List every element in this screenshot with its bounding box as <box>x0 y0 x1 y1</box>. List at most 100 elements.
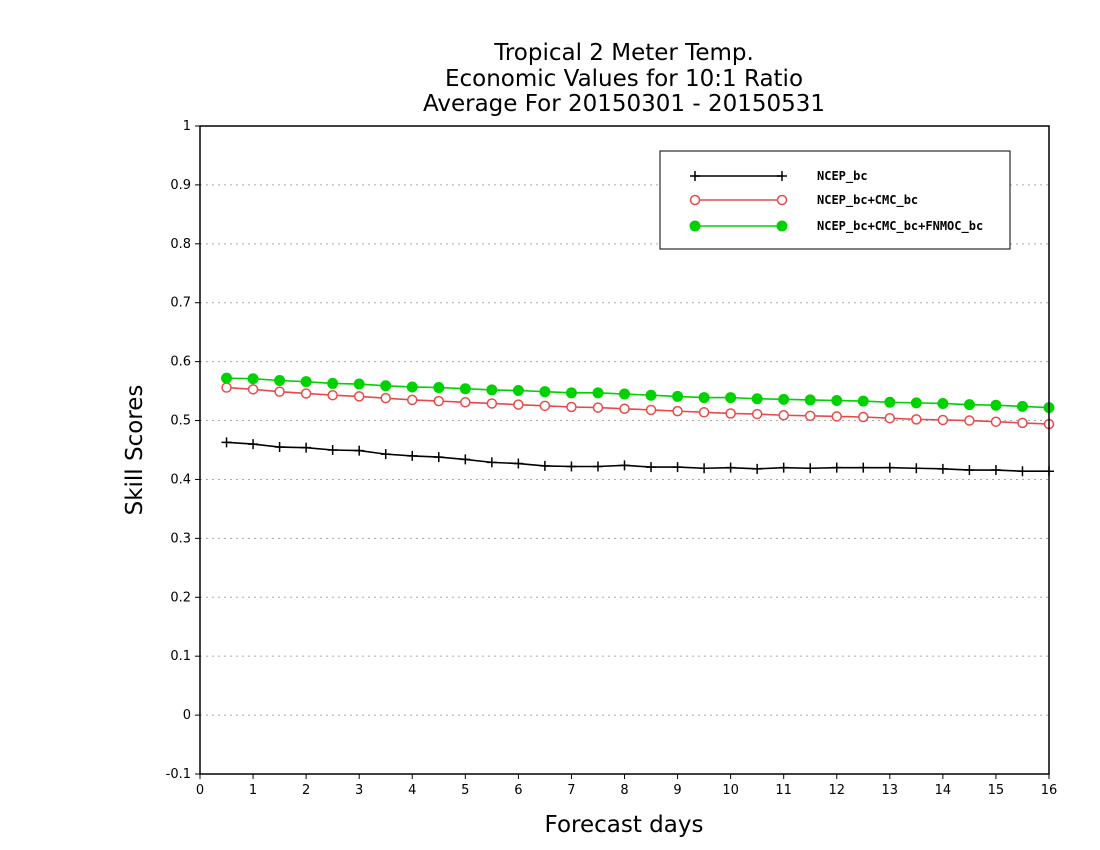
series-3-point <box>433 382 445 394</box>
series-1-point <box>725 462 736 473</box>
series-3-point <box>698 392 710 404</box>
series-1-point <box>911 463 922 474</box>
series-3-point <box>778 393 790 405</box>
series-3-point <box>247 373 259 385</box>
legend-1-point <box>690 171 700 181</box>
series-3-point <box>592 387 604 399</box>
title-line-2: Economic Values for 10:1 Ratio <box>445 66 803 92</box>
series-3-point <box>274 374 286 386</box>
series-1-point <box>486 457 497 468</box>
x-tick-label: 15 <box>988 783 1005 798</box>
series-1-point <box>592 461 603 472</box>
legend-label: NCEP_bc+CMC_bc <box>817 193 918 208</box>
series-1-point <box>884 462 895 473</box>
legend-3-point <box>689 220 701 232</box>
series-3-point <box>221 372 233 384</box>
series-2-line <box>226 386 1050 425</box>
series-2-point <box>672 405 683 417</box>
series-3-point <box>937 397 949 409</box>
series-2-point <box>884 412 896 424</box>
series-1-point <box>301 442 312 453</box>
series-3-point <box>539 386 551 398</box>
series-3-point <box>380 380 392 392</box>
x-tick-label: 2 <box>302 783 310 798</box>
series-2-point <box>247 384 259 395</box>
series-3-point <box>857 395 869 407</box>
series-1-point <box>778 462 789 473</box>
y-tick-label: 0.5 <box>170 414 191 429</box>
series-3-point <box>486 384 498 396</box>
series-1-point <box>646 462 657 473</box>
series-3-point <box>565 387 577 399</box>
series-2-point <box>778 409 789 421</box>
series-2-point <box>1017 417 1028 429</box>
series-2-point <box>937 414 949 426</box>
series-3-point <box>963 399 975 411</box>
series-2-point <box>513 399 524 410</box>
x-tick-label: 8 <box>620 783 628 798</box>
series-3-point <box>300 376 312 388</box>
y-tick-label: -0.1 <box>166 767 191 782</box>
series-2-point <box>831 411 842 422</box>
y-tick-label: 0.1 <box>170 649 191 664</box>
x-axis-ticks: 0 1 2 3 4 5 6 7 8 9 10 11 12 13 14 15 16 <box>196 774 1057 798</box>
series-2-point <box>964 415 975 426</box>
series-1-point <box>513 458 524 469</box>
y-tick-label: 0.3 <box>170 531 191 546</box>
series-2-point <box>407 394 418 406</box>
series-3-point <box>459 383 471 395</box>
series-1-point <box>964 465 975 476</box>
series-1-point <box>1017 466 1028 477</box>
legend-entry-3: NCEP_bc+CMC_bc+FNMOC_bc <box>689 219 983 234</box>
series-1-point <box>433 452 444 463</box>
series-1-point <box>460 454 471 465</box>
series-3-point <box>884 396 896 408</box>
y-tick-label: 0.9 <box>170 178 191 193</box>
series-2-point <box>725 408 736 419</box>
y-tick-label: 0.2 <box>170 590 191 605</box>
x-tick-label: 14 <box>935 783 952 798</box>
series-2-point <box>539 400 551 412</box>
series-3-point <box>619 388 630 400</box>
series-2-point <box>433 395 445 407</box>
y-axis-label: Skill Scores <box>122 385 148 516</box>
series-3-point <box>910 397 922 409</box>
series-1-point <box>990 465 1001 476</box>
x-tick-label: 11 <box>775 783 792 798</box>
series-3 <box>221 372 1055 414</box>
series-2-point <box>353 391 365 402</box>
series-1-point <box>858 462 869 473</box>
series-1-point <box>805 463 816 474</box>
series-1-point <box>407 450 418 461</box>
series-1-point <box>566 461 577 472</box>
series-2-point <box>274 386 285 397</box>
series-2-point <box>990 416 1002 427</box>
series-1-point <box>354 445 365 456</box>
series-1-point <box>539 460 550 471</box>
series-2-point <box>327 389 338 401</box>
series-2-point <box>619 403 630 415</box>
x-tick-label: 13 <box>882 783 899 798</box>
series-layer <box>221 372 1055 477</box>
series-3-point <box>1016 400 1028 412</box>
series-1-point <box>221 437 232 448</box>
y-tick-label: 0 <box>183 708 191 723</box>
series-2-point <box>592 402 604 413</box>
series-1 <box>221 437 1054 477</box>
series-2-point <box>858 411 869 423</box>
x-tick-label: 10 <box>722 783 739 798</box>
series-2-point <box>380 392 391 404</box>
series-2-point <box>300 388 312 399</box>
legend-2-point <box>689 194 701 206</box>
y-tick-label: 0.8 <box>170 237 191 252</box>
series-1-point <box>619 460 630 471</box>
series-1-point <box>752 463 763 474</box>
legend-entry-2: NCEP_bc+CMC_bc <box>689 193 918 208</box>
series-3-point <box>725 392 737 404</box>
title-line-3: Average For 20150301 - 20150531 <box>423 91 825 117</box>
series-2-point <box>911 414 922 425</box>
x-tick-label: 9 <box>673 783 681 798</box>
legend: NCEP_bc NCEP_bc+CMC_bc NCEP_bc+CMC_bc+FNMO… <box>659 150 1011 250</box>
title-line-1: Tropical 2 Meter Temp. <box>493 40 754 66</box>
